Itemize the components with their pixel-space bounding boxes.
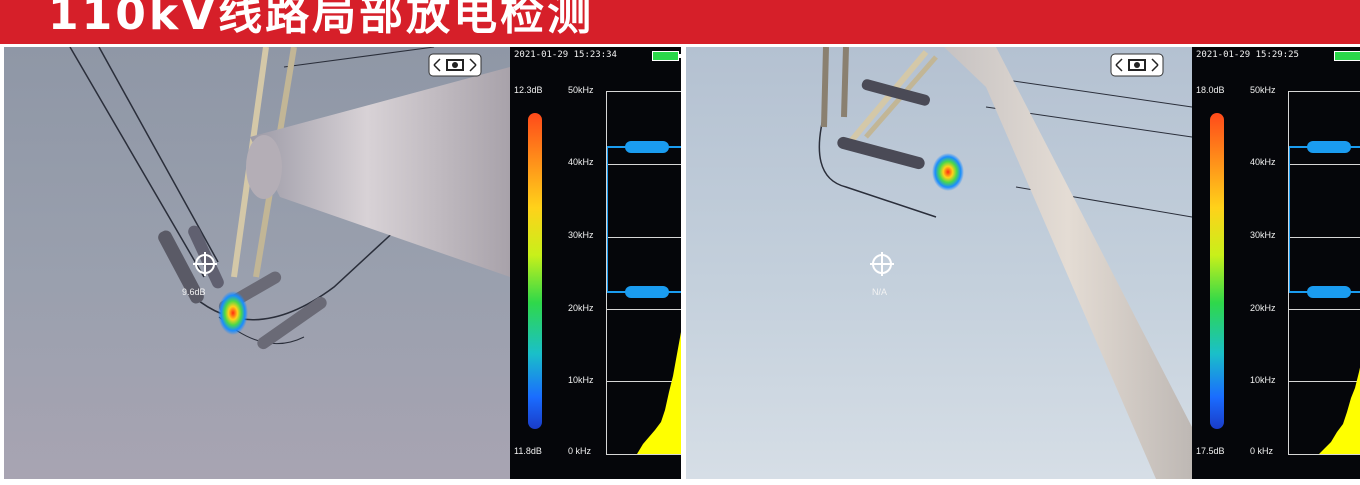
freq-label-0: 0 kHz	[568, 446, 592, 456]
freq-label-10: 10kHz	[568, 375, 594, 385]
tower-scene-drawing-1	[69, 47, 510, 350]
target-icon[interactable]	[869, 251, 895, 277]
battery-icon	[1334, 51, 1360, 61]
freq-label-50: 50kHz	[1250, 85, 1276, 95]
filter-upper-handle	[1307, 141, 1351, 153]
camera-scene-1: 9.6dB	[4, 47, 510, 479]
freq-label-40: 40kHz	[568, 157, 594, 167]
banner-title: 110kV线路局部放电检测	[48, 0, 595, 40]
tower-scene-drawing-2	[818, 47, 1192, 479]
frequency-spectrum	[1288, 91, 1360, 455]
amplitude-color-scale	[1210, 113, 1224, 429]
target-icon[interactable]	[192, 251, 218, 277]
filter-lower-handle	[1307, 286, 1351, 298]
camera-icon[interactable]	[1110, 53, 1164, 77]
amplitude-color-scale	[528, 113, 542, 429]
camera-icon[interactable]	[428, 53, 482, 77]
freq-label-30: 30kHz	[568, 230, 594, 240]
freq-label-20: 20kHz	[568, 303, 594, 313]
freq-label-30: 30kHz	[1250, 230, 1276, 240]
measurement-hud-2: 2021-01-29 15:29:25 18.0dB 17.5dB 50kHz …	[1192, 47, 1360, 479]
freq-label-50: 50kHz	[568, 85, 594, 95]
freq-label-10: 10kHz	[1250, 375, 1276, 385]
scale-max-label: 12.3dB	[514, 85, 543, 95]
measurement-hud-1: 2021-01-29 15:23:34 12.3dB 11.8dB 50kHz …	[510, 47, 681, 479]
spectrum-plot	[607, 141, 681, 454]
battery-icon	[652, 51, 681, 61]
measurement-reading: N/A	[872, 287, 888, 297]
camera-view-panel-2: N/A 2021-01-29 15:29:25 18.0dB 17.5dB 50…	[686, 47, 1360, 479]
scale-min-label: 17.5dB	[1196, 446, 1225, 456]
scale-min-label: 11.8dB	[514, 446, 542, 456]
camera-view-panel-1: 9.6dB 2021-01-29 15:23:34 12.3dB 11.8dB …	[4, 47, 681, 479]
freq-label-40: 40kHz	[1250, 157, 1276, 167]
title-banner: 110kV线路局部放电检测	[0, 0, 1360, 44]
spectrum-plot	[1289, 141, 1360, 454]
freq-label-0: 0 kHz	[1250, 446, 1274, 456]
filter-upper-handle	[625, 141, 669, 153]
filter-lower-handle	[625, 286, 669, 298]
camera-scene-2: N/A	[686, 47, 1192, 479]
timestamp: 2021-01-29 15:29:25	[1196, 50, 1299, 60]
frequency-spectrum	[606, 91, 681, 455]
timestamp: 2021-01-29 15:23:34	[514, 50, 617, 60]
scale-max-label: 18.0dB	[1196, 85, 1225, 95]
measurement-reading: 9.6dB	[182, 287, 206, 297]
freq-label-20: 20kHz	[1250, 303, 1276, 313]
